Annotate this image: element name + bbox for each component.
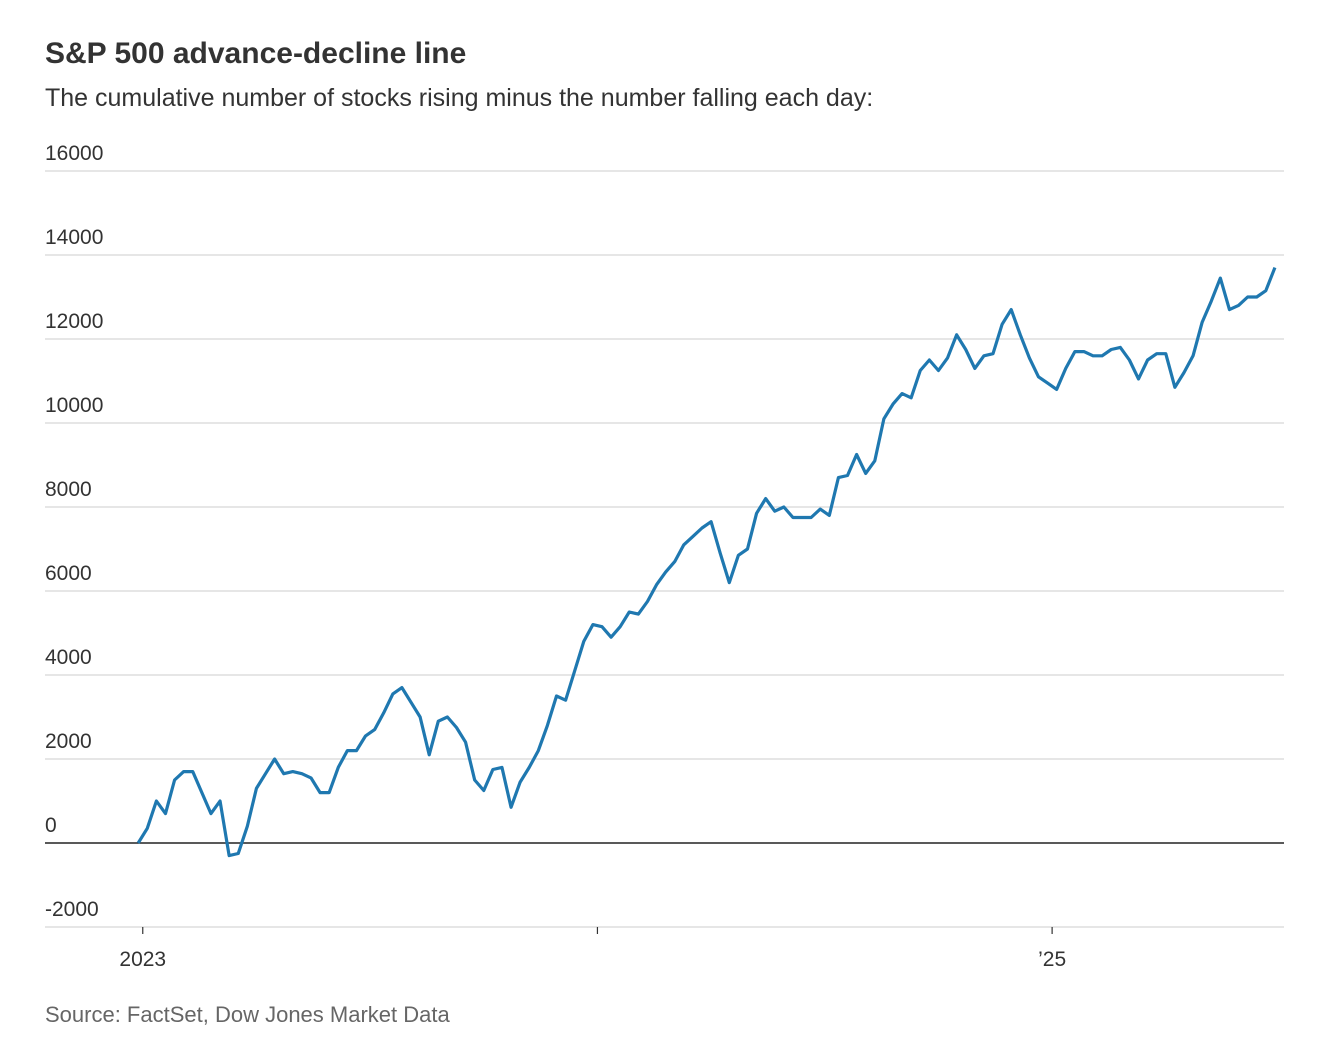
y-tick-label: 2000 xyxy=(45,730,92,753)
y-tick-label: 14000 xyxy=(45,226,103,249)
y-tick-label: -2000 xyxy=(45,898,99,921)
y-tick-label: 16000 xyxy=(45,142,103,165)
x-tick-label: 2023 xyxy=(119,948,166,971)
chart-subtitle: The cumulative number of stocks rising m… xyxy=(45,84,873,112)
y-tick-label: 4000 xyxy=(45,646,92,669)
source-note: Source: FactSet, Dow Jones Market Data xyxy=(45,1002,450,1027)
y-tick-label: 0 xyxy=(45,814,57,837)
y-tick-label: 6000 xyxy=(45,562,92,585)
chart-title: S&P 500 advance-decline line xyxy=(45,37,466,70)
y-tick-label: 10000 xyxy=(45,394,103,417)
y-tick-label: 12000 xyxy=(45,310,103,333)
y-tick-label: 8000 xyxy=(45,478,92,501)
x-tick-label: ’25 xyxy=(1038,948,1066,971)
data-line xyxy=(136,267,1277,858)
